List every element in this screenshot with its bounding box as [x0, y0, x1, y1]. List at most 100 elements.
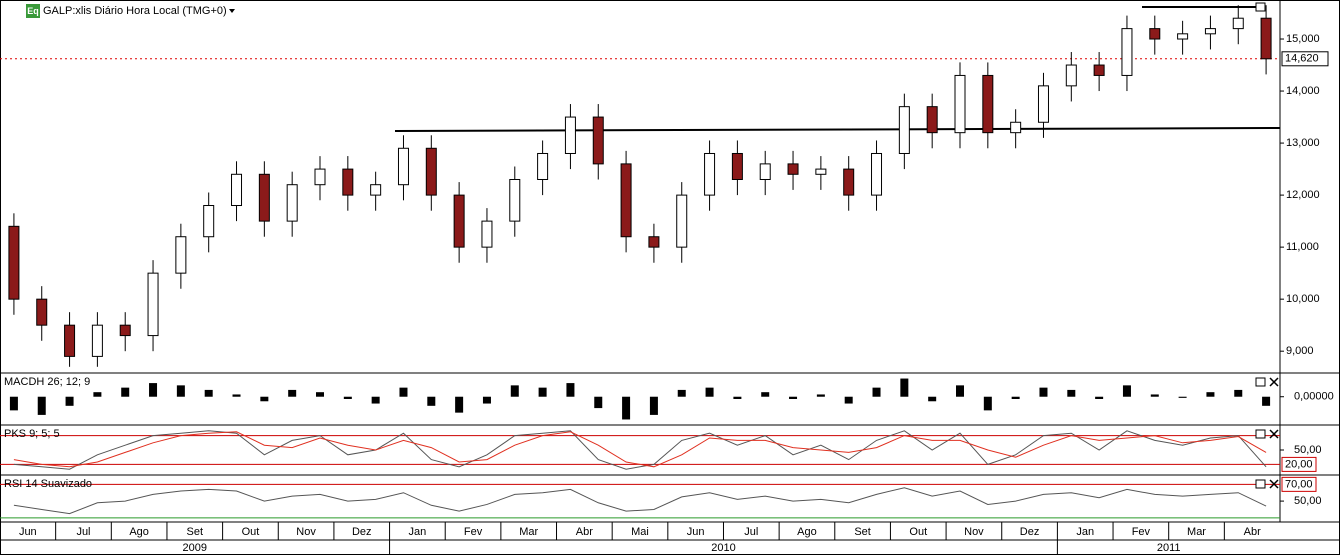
- x-tick-label: Nov: [964, 526, 984, 538]
- histogram-bar: [9, 396, 18, 411]
- histogram-bar: [983, 396, 992, 411]
- candle-body: [64, 324, 76, 357]
- histogram-bar: [816, 394, 825, 397]
- close-icon[interactable]: [1269, 377, 1279, 387]
- x-tick-label: Ago: [129, 526, 149, 538]
- histogram-bar: [232, 394, 241, 397]
- candle-body: [731, 152, 743, 180]
- histogram-bar: [343, 396, 352, 399]
- level-label: 20,00: [1285, 458, 1313, 470]
- candle-body: [314, 168, 326, 186]
- histogram-bar: [455, 396, 464, 413]
- histogram-bar: [677, 389, 686, 397]
- histogram-bar: [1011, 396, 1020, 399]
- candle-body: [509, 178, 521, 222]
- x-tick-label: Mar: [519, 526, 538, 538]
- histogram-bar: [93, 392, 102, 397]
- histogram-bar: [371, 396, 380, 404]
- candle-body: [91, 324, 103, 357]
- indicator-line: [13, 431, 1267, 468]
- candle-body: [620, 163, 632, 238]
- y-tick-label: 10,000: [1286, 293, 1320, 305]
- y-tick-label: 14,000: [1286, 85, 1320, 97]
- histogram-bar: [844, 396, 853, 404]
- y-tick-label: 13,000: [1286, 137, 1320, 149]
- candle-body: [982, 74, 994, 134]
- candle-body: [175, 236, 187, 274]
- candle-body: [397, 147, 409, 186]
- indicator-title: PKS 9; 5; 5: [4, 428, 60, 440]
- histogram-bar: [649, 396, 658, 415]
- x-tick-label: Abr: [1244, 526, 1261, 538]
- x-tick-label: Jul: [744, 526, 758, 538]
- histogram-bar: [1122, 385, 1131, 397]
- histogram-bar: [1178, 396, 1187, 398]
- x-tick-label: Nov: [296, 526, 316, 538]
- candle-body: [1260, 17, 1272, 60]
- candle-body: [1204, 28, 1216, 35]
- candle-body: [342, 168, 354, 196]
- year-label: 2009: [183, 542, 207, 554]
- histogram-bar: [482, 396, 491, 404]
- close-icon[interactable]: [1269, 429, 1279, 439]
- candle-body: [425, 147, 437, 196]
- x-tick-label: Out: [242, 526, 260, 538]
- year-label: 2010: [711, 542, 735, 554]
- badge-box: [26, 4, 40, 18]
- histogram-bar: [149, 383, 158, 397]
- histogram-bar: [288, 389, 297, 397]
- histogram-bar: [1095, 396, 1104, 399]
- candle-body: [231, 173, 243, 207]
- indicator-line: [13, 487, 1267, 515]
- histogram-bar: [1150, 394, 1159, 397]
- histogram-bar: [204, 389, 213, 397]
- dropdown-icon[interactable]: [229, 9, 235, 13]
- candle-body: [1037, 85, 1049, 123]
- candle-body: [286, 184, 298, 222]
- histogram-bar: [705, 387, 714, 397]
- candle-body: [453, 194, 465, 248]
- candle-body: [871, 152, 883, 196]
- level-label: 70,00: [1285, 478, 1313, 490]
- y-tick-label: 11,000: [1286, 241, 1319, 253]
- candle-body: [36, 298, 48, 326]
- x-tick-label: Dez: [1020, 526, 1040, 538]
- histogram-bar: [928, 396, 937, 402]
- x-tick-label: Set: [854, 526, 871, 538]
- x-tick-label: Dez: [352, 526, 372, 538]
- close-icon[interactable]: [1269, 479, 1279, 489]
- chart-title: GALP:xlis Diário Hora Local (TMG+0): [43, 5, 227, 17]
- candle-body: [8, 225, 20, 300]
- x-tick-label: Ago: [797, 526, 817, 538]
- candle-body: [1232, 17, 1244, 30]
- window-icon[interactable]: [1255, 479, 1266, 489]
- histogram-bar: [316, 392, 324, 397]
- x-tick-label: Fev: [464, 526, 483, 538]
- candle-body: [1121, 28, 1133, 76]
- histogram-bar: [872, 387, 881, 397]
- histogram-bar: [260, 396, 269, 402]
- x-tick-label: Abr: [576, 526, 593, 538]
- candle-body: [759, 163, 771, 180]
- histogram-bar: [176, 385, 185, 397]
- x-tick-label: Set: [187, 526, 204, 538]
- histogram-bar: [1262, 396, 1271, 406]
- candle-body: [1149, 28, 1161, 40]
- candle-body: [564, 116, 576, 154]
- candle-body: [1093, 64, 1105, 76]
- histogram-bar: [1206, 392, 1215, 397]
- candle-body: [787, 163, 799, 175]
- candle-body: [898, 106, 910, 154]
- level-box: [1281, 456, 1317, 472]
- x-tick-label: Jun: [687, 526, 705, 538]
- histogram-bar: [900, 378, 909, 397]
- x-tick-label: Out: [909, 526, 927, 538]
- candle-body: [815, 168, 827, 175]
- level-box: [1281, 476, 1317, 492]
- window-icon[interactable]: [1255, 2, 1266, 12]
- histogram-bar: [510, 385, 519, 397]
- window-icon[interactable]: [1255, 377, 1266, 387]
- window-icon[interactable]: [1255, 429, 1266, 439]
